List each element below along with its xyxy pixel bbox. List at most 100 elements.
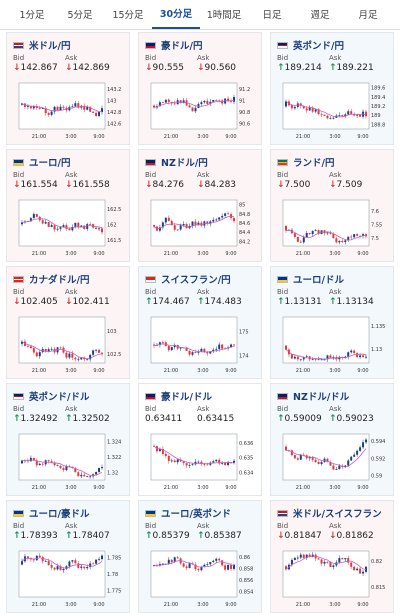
candle-body — [173, 557, 176, 563]
x-tick-label: 3:00 — [329, 602, 340, 608]
candle-body — [185, 566, 188, 568]
tab-4[interactable]: 1時間足 — [206, 10, 242, 21]
card-header: ユーロ/円 — [13, 155, 70, 169]
rate-card[interactable]: 豪ドル/円 Bid Ask ↓90.555 ↓90.560 91.2 91 90.8 90… — [138, 32, 262, 145]
pair-name[interactable]: NZドル/ドル — [293, 392, 350, 403]
candle-body — [21, 460, 23, 464]
candle-body — [182, 224, 185, 226]
tab-6[interactable]: 週足 — [310, 10, 330, 21]
rate-card[interactable]: スイスフラン/円 Bid Ask ↑174.467 ↑174.483 175 174 2… — [138, 266, 262, 379]
candle-body — [296, 458, 299, 460]
pair-name[interactable]: ユーロ/円 — [29, 158, 71, 169]
candle-body — [326, 232, 329, 234]
bid-price: 0.81847 — [284, 531, 322, 541]
ask-price: 0.59023 — [336, 414, 374, 424]
pair-name[interactable]: ユーロ/英ポンド — [161, 509, 231, 520]
rate-card[interactable]: 米ドル/スイスフラン Bid Ask ↓0.81847 ↓0.81862 0.82 0… — [270, 500, 394, 613]
rate-card[interactable]: 豪ドル/ドル Bid Ask 0.63411 0.63415 0.636 0.635 0… — [138, 383, 262, 496]
candle-body — [290, 450, 293, 456]
moving-average-line — [153, 215, 235, 230]
candle-body — [317, 461, 320, 464]
bid-price: 161.554 — [20, 180, 58, 190]
pair-name[interactable]: カナダドル/円 — [29, 275, 90, 286]
x-tick-label: 3:00 — [197, 251, 208, 257]
pair-name[interactable]: NZドル/円 — [161, 158, 208, 169]
candle-body — [305, 356, 308, 358]
card-header: ユーロ/ドル — [277, 272, 344, 286]
candle-body — [365, 439, 367, 443]
moving-average-line — [286, 448, 367, 468]
rate-card[interactable]: ユーロ/豪ドル Bid Ask ↑1.78393 ↑1.78407 1.785 1.7… — [6, 500, 130, 613]
rate-card[interactable]: NZドル/ドル Bid Ask ↑0.59009 ↑0.59023 0.594 0.5… — [270, 383, 394, 496]
rate-card[interactable]: ユーロ/英ポンド Bid Ask ↑0.85379 ↑0.85387 0.86 0.8… — [138, 500, 262, 613]
candle-body — [101, 555, 103, 560]
candle-body — [101, 228, 103, 233]
tab-7[interactable]: 月足 — [358, 10, 378, 21]
candle-body — [41, 463, 44, 465]
tab-2[interactable]: 15分足 — [112, 10, 144, 21]
rate-card[interactable]: NZドル/円 Bid Ask ↓84.276 ↓84.283 85 84.8 84.6 8… — [138, 149, 262, 262]
candle-body — [332, 357, 335, 358]
candle-body — [224, 565, 227, 570]
rate-card[interactable]: カナダドル/円 Bid Ask ↓102.405 ↓102.411 103 102.5… — [6, 266, 130, 379]
arrow-up-icon: ↑ — [277, 297, 285, 307]
x-tick-label: 9:00 — [225, 368, 236, 374]
pair-name[interactable]: 英ポンド/円 — [293, 41, 344, 52]
rate-card[interactable]: 米ドル/円 Bid Ask ↓142.867 ↓142.869 143.2 143 14… — [6, 32, 130, 145]
candle-body — [296, 236, 299, 242]
pair-name[interactable]: 豪ドル/ドル — [161, 392, 212, 403]
rate-card[interactable]: 英ポンド/ドル Bid Ask ↑1.32492 ↑1.32502 1.324 1.3… — [6, 383, 130, 496]
candle-body — [296, 356, 299, 360]
pair-name[interactable]: ランド/円 — [293, 158, 335, 169]
rate-card[interactable]: ランド/円 Bid Ask ↓7.500 ↓7.509 7.6 7.55 7.5 21:0… — [270, 149, 394, 262]
y-tick-label: 0.592 — [371, 456, 385, 462]
x-tick-label: 3:00 — [65, 251, 76, 257]
rate-card[interactable]: ユーロ/ドル Bid Ask ↑1.13131 ↑1.13134 1.135 1.13… — [270, 266, 394, 379]
tab-3[interactable]: 30分足 — [152, 0, 200, 29]
y-tick-label: 1.13 — [371, 347, 382, 353]
candle-body — [65, 225, 68, 229]
candle-body — [71, 106, 74, 108]
ask-label: Ask — [65, 54, 78, 62]
candle-body — [50, 565, 53, 568]
pair-name[interactable]: 英ポンド/ドル — [29, 392, 90, 403]
candle-body — [56, 228, 59, 230]
ask-price: 0.63415 — [197, 414, 235, 424]
candle-body — [218, 558, 221, 561]
pair-name[interactable]: 米ドル/円 — [29, 41, 71, 52]
candle-body — [197, 569, 200, 571]
candle-body — [194, 352, 197, 353]
pair-name[interactable]: ユーロ/ドル — [293, 275, 344, 286]
x-tick-label: 3:00 — [329, 251, 340, 257]
rate-card[interactable]: ユーロ/円 Bid Ask ↓161.554 ↓161.558 162.5 162 16… — [6, 149, 130, 262]
candle-body — [167, 99, 170, 102]
flag-icon — [277, 275, 288, 283]
candle-body — [170, 220, 173, 226]
pair-name[interactable]: ユーロ/豪ドル — [29, 509, 90, 520]
tab-5[interactable]: 日足 — [262, 10, 282, 21]
candle-body — [338, 465, 341, 469]
price-labels: Bid Ask — [145, 288, 249, 296]
candle-body — [311, 107, 314, 112]
candle-body — [71, 226, 74, 231]
x-tick-label: 9:00 — [357, 485, 368, 491]
candle-body — [317, 359, 320, 361]
bid-price: 1.13131 — [284, 297, 322, 307]
pair-name[interactable]: 米ドル/スイスフラン — [293, 509, 382, 520]
candle-body — [38, 352, 41, 357]
rate-card[interactable]: 英ポンド/円 Bid Ask ↑189.214 ↑189.221 189.6 189.… — [270, 32, 394, 145]
candle-body — [161, 563, 164, 565]
price-labels: Bid Ask — [13, 288, 117, 296]
pair-name[interactable]: 豪ドル/円 — [161, 41, 203, 52]
pair-name[interactable]: スイスフラン/円 — [161, 275, 231, 286]
price-values: ↑0.59009 ↑0.59023 — [277, 414, 381, 424]
plot-frame — [282, 550, 370, 598]
candle-body — [212, 560, 215, 563]
candle-body — [230, 564, 233, 569]
bid-label: Bid — [13, 54, 25, 62]
bid-price: 102.405 — [20, 297, 58, 307]
candle-body — [308, 554, 311, 557]
candle-body — [311, 456, 314, 460]
tab-1[interactable]: 5分足 — [67, 10, 93, 21]
tab-0[interactable]: 1分足 — [19, 10, 45, 21]
